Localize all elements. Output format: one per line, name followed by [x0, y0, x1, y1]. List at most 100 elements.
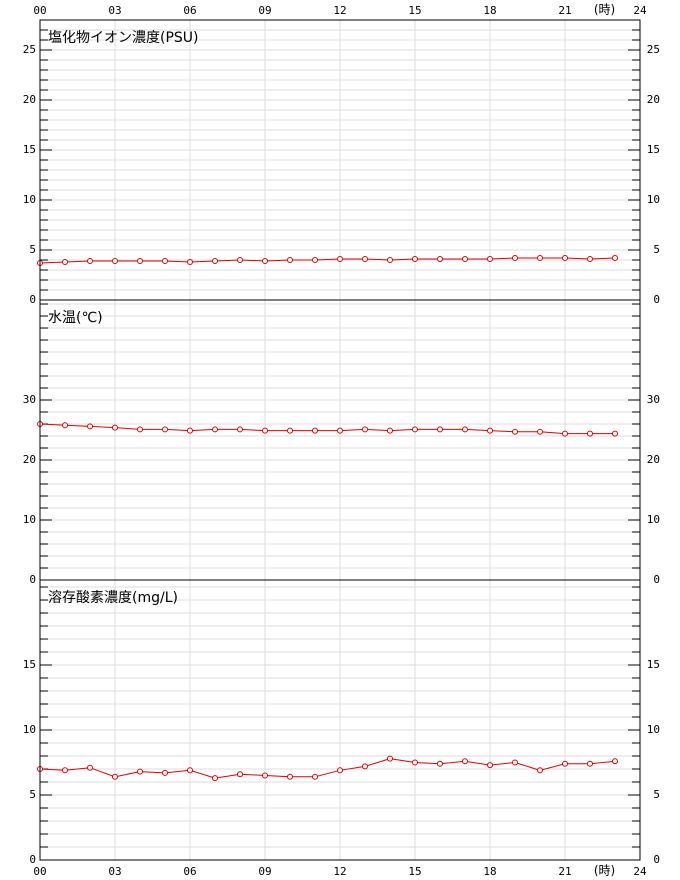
point [462, 758, 468, 765]
x-tick-label: 06 [183, 865, 196, 878]
point [112, 258, 118, 264]
point [212, 775, 218, 782]
point [162, 769, 168, 776]
point [162, 426, 168, 433]
y-tick-label: 10 [23, 193, 36, 206]
y-tick-label: 10 [647, 723, 660, 736]
point [237, 771, 243, 778]
point [562, 255, 568, 261]
x-tick-label: 09 [258, 4, 271, 17]
point [387, 427, 393, 434]
y-tick-label: 20 [647, 93, 660, 106]
point [112, 773, 118, 780]
point [612, 430, 618, 437]
y-tick-label: 0 [29, 853, 36, 866]
point [512, 428, 518, 435]
y-tick-label: 20 [23, 93, 36, 106]
point [112, 424, 118, 431]
point [237, 426, 243, 433]
x-unit: (時) [594, 3, 615, 17]
x-tick-label: 21 [558, 865, 571, 878]
point [137, 768, 143, 775]
y-tick-label: 15 [23, 658, 36, 671]
point [262, 258, 268, 264]
point [137, 426, 143, 433]
y-tick-label: 0 [653, 853, 660, 866]
y-tick-label: 0 [29, 573, 36, 586]
point [362, 763, 368, 770]
point [212, 426, 218, 433]
point [237, 257, 243, 263]
point [412, 759, 418, 766]
x-tick-label: 21 [558, 4, 571, 17]
x-tick-label: 12 [333, 865, 346, 878]
point [337, 256, 343, 262]
y-tick-label: 5 [653, 788, 660, 801]
point [337, 427, 343, 434]
line [39, 758, 616, 779]
point [287, 773, 293, 780]
point [312, 427, 318, 434]
x-tick-label: 15 [408, 865, 421, 878]
x-tick-label: 00 [33, 865, 46, 878]
y-tick-label: 20 [647, 453, 660, 466]
x-tick-label: 00 [33, 4, 46, 17]
x-tick-label: 06 [183, 4, 196, 17]
y-tick-label: 10 [647, 513, 660, 526]
point [187, 427, 193, 434]
point [462, 256, 468, 262]
point [62, 767, 68, 774]
y-tick-label: 15 [647, 658, 660, 671]
point [362, 256, 368, 262]
panel-title: 水温(℃) [48, 310, 103, 326]
y-tick-label: 10 [23, 723, 36, 736]
point [487, 762, 493, 769]
point [512, 759, 518, 766]
point [187, 767, 193, 774]
y-tick-label: 20 [23, 453, 36, 466]
point [187, 259, 193, 265]
point [437, 426, 443, 433]
y-tick-label: 5 [29, 243, 36, 256]
point [437, 256, 443, 262]
point [287, 427, 293, 434]
x-tick-label: 03 [108, 865, 121, 878]
point [87, 764, 93, 771]
point [387, 755, 393, 762]
x-tick-label: 24 [633, 4, 647, 17]
x-unit: (時) [594, 864, 615, 878]
point [262, 772, 268, 779]
y-tick-label: 15 [647, 143, 660, 156]
y-tick-label: 30 [23, 393, 36, 406]
point [537, 428, 543, 435]
y-tick-label: 5 [29, 788, 36, 801]
panel-title: 溶存酸素濃度(mg/L) [48, 590, 178, 606]
line [39, 257, 616, 264]
panel-title: 塩化物イオン濃度(PSU) [48, 30, 199, 46]
point [162, 258, 168, 264]
plot-frame [39, 19, 641, 861]
y-tick-label: 0 [29, 293, 36, 306]
x-tick-label: 03 [108, 4, 121, 17]
point [537, 255, 543, 261]
point [62, 259, 68, 265]
point [487, 256, 493, 262]
point [587, 256, 593, 262]
point [562, 760, 568, 767]
point [337, 767, 343, 774]
point [562, 430, 568, 437]
point [587, 430, 593, 437]
y-tick-label: 25 [23, 43, 36, 56]
y-tick-label: 5 [653, 243, 660, 256]
point [287, 257, 293, 263]
point [612, 255, 618, 261]
point [437, 760, 443, 767]
point [537, 767, 543, 774]
point [87, 258, 93, 264]
line [39, 423, 615, 435]
point [412, 256, 418, 262]
point [312, 257, 318, 263]
x-tick-label: 15 [408, 4, 421, 17]
y-tick-label: 0 [653, 293, 660, 306]
